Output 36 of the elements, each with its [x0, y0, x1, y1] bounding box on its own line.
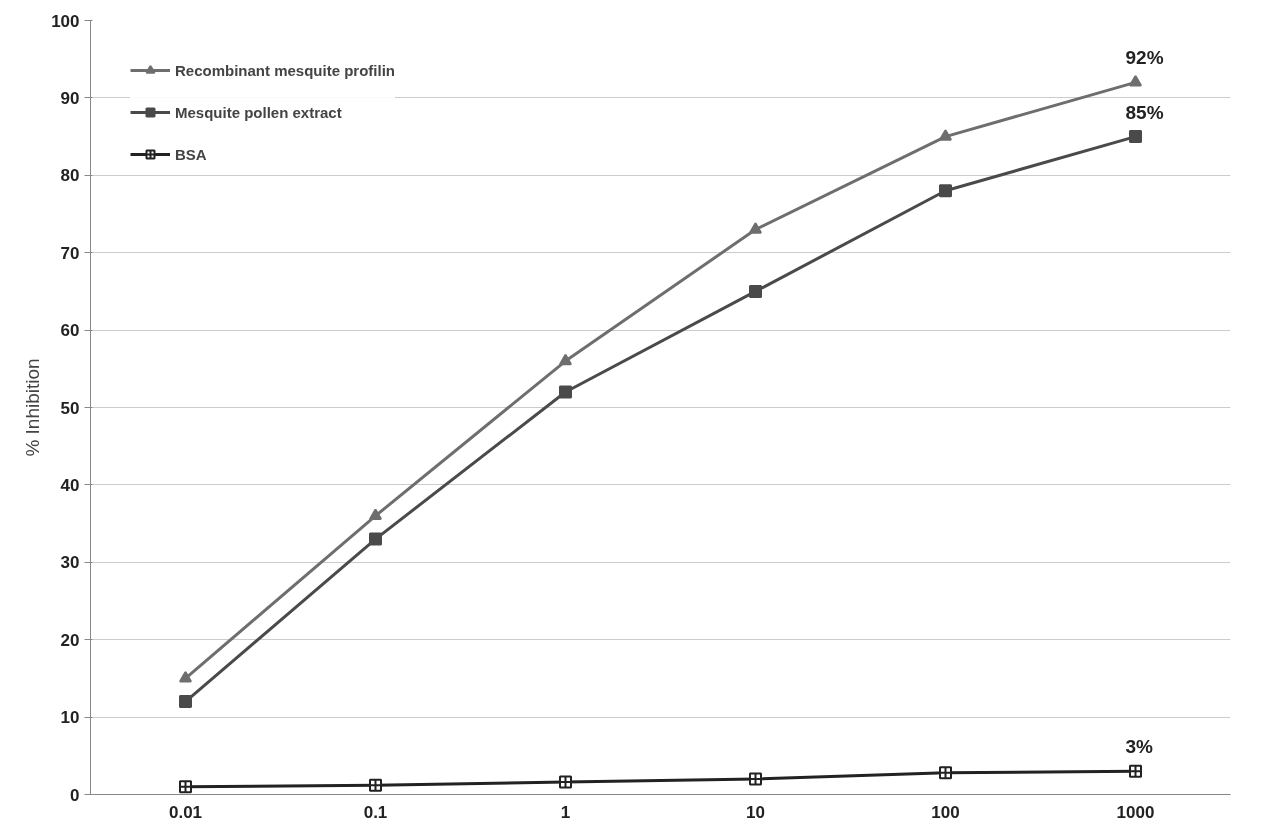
point	[559, 353, 572, 366]
x-tick-label: 0.1	[363, 802, 388, 822]
annotation: 85%	[1125, 101, 1164, 123]
annotation: 3%	[1125, 736, 1154, 758]
y-tick-label: 20	[60, 630, 80, 650]
x-tick-label: 0.01	[168, 802, 203, 822]
legend-label: Recombinant mesquite profilin	[175, 61, 396, 79]
y-axis-title: % Inhibition	[22, 358, 44, 457]
y-tick-label: 0	[70, 785, 80, 805]
y-tick-label: 30	[60, 553, 80, 573]
point	[939, 184, 952, 198]
point	[179, 671, 192, 683]
point	[369, 532, 382, 546]
x-tick-label: 100	[931, 802, 960, 822]
point	[939, 129, 952, 141]
point	[559, 385, 572, 399]
y-tick-label: 40	[60, 475, 80, 495]
point	[1129, 130, 1142, 144]
point	[749, 222, 762, 234]
y-tick-label: 70	[60, 243, 80, 263]
y-tick-label: 50	[60, 398, 80, 418]
legend-label: BSA	[175, 145, 207, 163]
x-tick-label: 10	[746, 802, 765, 822]
x-tick-label: 1	[560, 802, 571, 822]
point	[1129, 75, 1142, 87]
x-tick-label: 1000	[1116, 802, 1155, 822]
y-tick-label: 90	[60, 88, 80, 108]
point	[749, 284, 762, 298]
y-tick-label: 10	[60, 708, 80, 728]
y-tick-label: 80	[60, 166, 80, 186]
y-tick-label: 100	[51, 11, 80, 31]
point	[179, 695, 192, 709]
y-tick-label: 60	[60, 321, 80, 341]
annotation: 92%	[1125, 47, 1164, 69]
legend-label: Mesquite pollen extract	[175, 103, 342, 121]
point	[369, 508, 382, 521]
